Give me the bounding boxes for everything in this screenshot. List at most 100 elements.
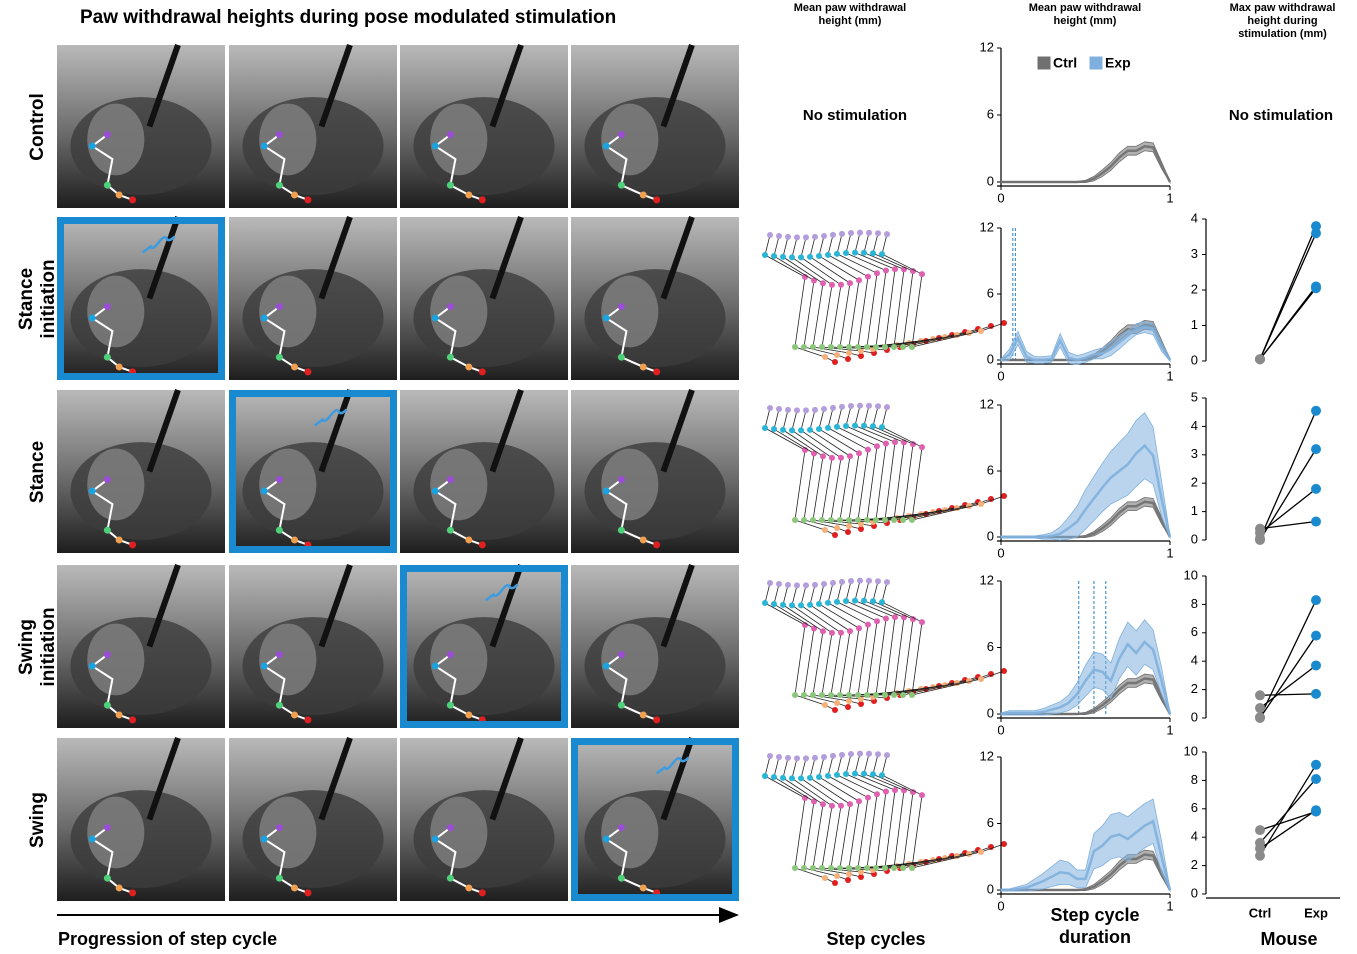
step-keypoint (891, 517, 897, 523)
pose-keypoint (447, 303, 454, 310)
x-tick-label: 1 (1166, 190, 1173, 205)
step-keypoint (838, 455, 844, 461)
step-keypoint (789, 254, 795, 260)
x-axis-title: Mouse (1260, 929, 1317, 949)
pose-keypoint (603, 315, 610, 322)
step-keypoint (825, 600, 831, 606)
step-keypoint (866, 751, 872, 757)
step-keypoint (891, 865, 897, 871)
step-keypoint (891, 344, 897, 350)
step-keypoint (865, 622, 871, 628)
step-keypoint (762, 600, 768, 606)
step-keypoint (832, 532, 838, 538)
mouse-haunch (601, 624, 658, 696)
x-axis-label: Progression of step cycle (58, 929, 277, 949)
step-keypoint (839, 579, 845, 585)
pose-keypoint (129, 716, 136, 723)
step-cycle-overlay (762, 751, 1007, 886)
step-skeleton (882, 582, 1004, 695)
x-tick-label: Ctrl (1249, 905, 1271, 920)
row-label: Swing (27, 760, 49, 880)
pose-keypoint (640, 191, 647, 198)
y-tick-label: 0 (1191, 885, 1198, 900)
step-keypoint (767, 405, 773, 411)
step-keypoint (785, 582, 791, 588)
step-keypoint (978, 328, 984, 334)
step-keypoint (834, 251, 840, 257)
pose-keypoint (479, 368, 486, 375)
step-skeleton (846, 406, 952, 520)
step-keypoint (847, 801, 853, 807)
figure-title: Paw withdrawal heights during pose modul… (80, 7, 616, 28)
step-keypoint (845, 877, 851, 883)
step-skeleton (882, 407, 1004, 520)
step-keypoint (843, 250, 849, 256)
step-keypoint (845, 529, 851, 535)
step-keypoint (919, 444, 925, 450)
pose-keypoint (304, 368, 311, 375)
pose-keypoint (276, 702, 283, 709)
y-tick-label: 10 (1184, 567, 1198, 582)
step-keypoint (909, 517, 915, 523)
y-tick-label: 0 (1191, 352, 1198, 367)
step-keypoint (846, 692, 852, 698)
dot (1311, 595, 1321, 605)
step-keypoint (837, 344, 843, 350)
step-keypoint (837, 692, 843, 698)
step-keypoint (803, 234, 809, 240)
y-tick-label: 6 (987, 285, 994, 300)
step-keypoint (828, 517, 834, 523)
step-keypoint (820, 280, 826, 286)
step-keypoint (780, 602, 786, 608)
step-keypoint (900, 692, 906, 698)
mouse-haunch (259, 797, 316, 869)
y-tick-label: 12 (980, 219, 994, 234)
step-keypoint (801, 692, 807, 698)
mouse-haunch (430, 797, 487, 869)
y-tick-label: 12 (980, 748, 994, 763)
step-keypoint (866, 578, 872, 584)
step-keypoint (821, 233, 827, 239)
y-tick-label: 12 (980, 396, 994, 411)
pair-line (1260, 411, 1316, 539)
step-keypoint (873, 865, 879, 871)
dot (1255, 690, 1265, 700)
step-keypoint (834, 525, 840, 531)
pose-keypoint (116, 191, 123, 198)
step-keypoint (900, 517, 906, 523)
step-keypoint (810, 865, 816, 871)
pose-keypoint (104, 131, 111, 138)
step-keypoint (762, 773, 768, 779)
step-keypoint (822, 354, 828, 360)
step-keypoint (821, 754, 827, 760)
column-header: Mean paw withdrawal height (mm) (1015, 2, 1155, 28)
mouse-haunch (87, 797, 144, 869)
step-keypoint (909, 344, 915, 350)
pose-keypoint (618, 303, 625, 310)
step-cycle-overlay (762, 578, 1007, 713)
pose-keypoint (104, 824, 111, 831)
pose-keypoint (618, 131, 625, 138)
step-skeleton (864, 581, 978, 695)
step-keypoint (919, 619, 925, 625)
mouse-haunch (430, 624, 487, 696)
step-keypoint (839, 404, 845, 410)
step-keypoint (873, 517, 879, 523)
step-keypoint (855, 692, 861, 698)
step-keypoint (900, 344, 906, 350)
step-keypoint (919, 271, 925, 277)
pair-line (1260, 233, 1316, 359)
x-axis-title: Step cycle duration (1020, 904, 1170, 948)
pose-keypoint (465, 884, 472, 891)
step-keypoint (857, 751, 863, 757)
pose-keypoint (432, 836, 439, 843)
step-keypoint (767, 580, 773, 586)
pose-keypoint (104, 702, 111, 709)
step-keypoint (834, 352, 840, 358)
pose-keypoint (479, 196, 486, 203)
mouse-haunch (601, 797, 658, 869)
pose-keypoint (447, 527, 454, 534)
legend-label: Exp (1105, 55, 1131, 71)
pose-keypoint (291, 363, 298, 370)
step-keypoint (870, 771, 876, 777)
